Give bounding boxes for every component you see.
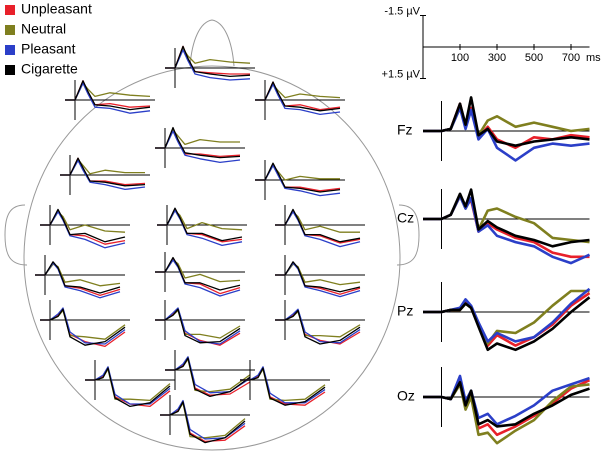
erp-wave <box>423 383 590 445</box>
x-tick-label: 500 <box>525 52 543 64</box>
head-wave <box>40 307 126 345</box>
head-wave <box>155 259 241 297</box>
head-wave <box>65 82 151 101</box>
legend-swatch <box>5 25 15 35</box>
head-wave <box>35 261 121 294</box>
legend-swatch <box>5 5 15 15</box>
head-wave <box>155 259 241 283</box>
legend-label: Cigarette <box>21 61 78 77</box>
nose <box>189 19 235 67</box>
head-wave <box>155 256 241 291</box>
head-wave <box>240 367 326 406</box>
electrode-label: Pz <box>397 303 413 319</box>
head-wave <box>85 367 171 408</box>
erp-wave <box>423 194 591 265</box>
head-wave <box>275 208 361 243</box>
erp-wave <box>423 374 590 426</box>
legend-swatch <box>5 45 15 55</box>
erp-wave <box>423 188 590 248</box>
erp-wave <box>423 296 591 352</box>
head-wave <box>275 309 361 345</box>
electrode-label: Cz <box>397 210 414 226</box>
head-wave <box>155 129 240 149</box>
x-unit: ms <box>586 52 601 64</box>
electrode-label: Fz <box>397 122 413 138</box>
legend-label: Unpleasant <box>21 1 92 17</box>
head-wave <box>160 401 246 444</box>
head-wave <box>165 357 251 398</box>
head-wave <box>165 356 251 394</box>
head-wave <box>85 368 171 402</box>
erp-wave <box>423 380 590 428</box>
head-wave <box>85 367 171 408</box>
legend-swatch <box>5 65 15 75</box>
head-wave <box>275 308 361 344</box>
legend-label: Neutral <box>21 21 66 37</box>
head-wave <box>40 308 126 346</box>
y-tick-label: -1.5 µV <box>384 5 420 17</box>
legend-label: Pleasant <box>21 41 76 57</box>
head-wave <box>165 48 251 69</box>
head-wave <box>155 308 241 344</box>
right-ear <box>396 204 420 266</box>
head-wave <box>65 80 151 111</box>
head-wave <box>155 309 241 339</box>
head-wave <box>60 157 146 187</box>
head-wave <box>160 399 246 440</box>
head-wave <box>165 45 251 78</box>
head-wave <box>157 209 243 247</box>
erp-wave <box>423 106 590 162</box>
head-wave <box>157 207 243 242</box>
head-outline <box>4 19 420 451</box>
head-wave <box>275 310 361 338</box>
left-ear <box>4 204 28 266</box>
head-wave <box>165 357 251 396</box>
erp-wave <box>423 96 590 147</box>
head <box>23 65 401 451</box>
head-wave <box>240 366 326 404</box>
y-tick-label: +1.5 µV <box>382 68 421 80</box>
head-wave <box>275 263 361 286</box>
electrode-label: Oz <box>397 388 415 404</box>
head-wave <box>275 261 361 293</box>
erp-wave <box>423 194 590 259</box>
head-wave <box>40 309 126 340</box>
head-wave <box>275 211 360 233</box>
x-tick-label: 700 <box>562 52 580 64</box>
head-wave <box>40 211 126 233</box>
head-wave <box>60 158 145 176</box>
head-wave <box>160 401 246 443</box>
head-wave <box>155 126 241 159</box>
head-wave <box>40 208 126 243</box>
head-wave <box>85 366 171 405</box>
x-tick-label: 100 <box>451 52 469 64</box>
head-wave <box>275 309 361 345</box>
head-wave <box>255 81 341 112</box>
x-tick-label: 300 <box>488 52 506 64</box>
head-wave <box>255 162 341 193</box>
erp-wave <box>423 102 590 150</box>
